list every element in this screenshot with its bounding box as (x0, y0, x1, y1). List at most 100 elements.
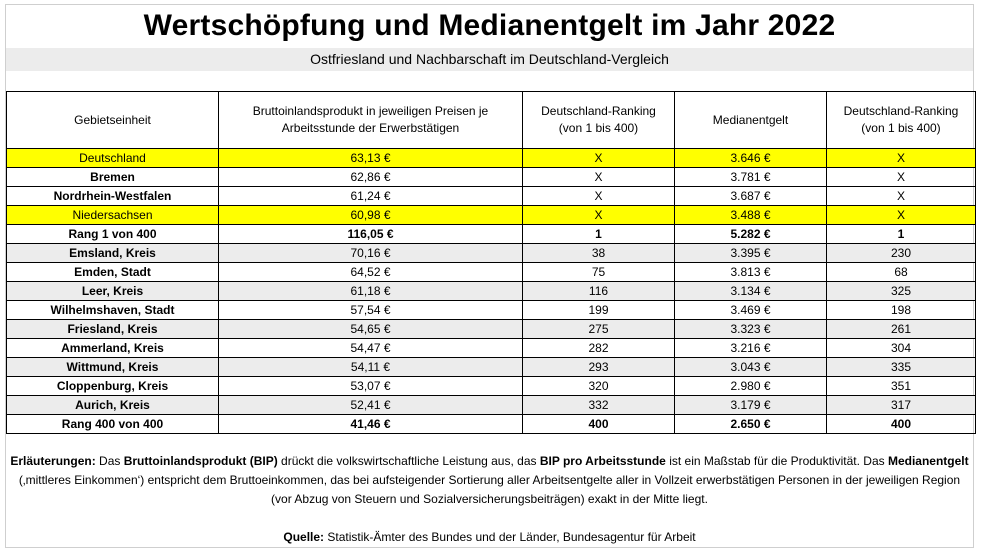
notes-term-median: Medianentgelt (887, 454, 969, 468)
data-table: Gebietseinheit Bruttoinlandsprodukt in j… (6, 91, 976, 434)
cell-gebietseinheit: Wittmund, Kreis (6, 357, 219, 377)
page-title: Wertschöpfung und Medianentgelt im Jahr … (143, 9, 836, 42)
table-row: Aurich, Kreis 52,41 €332 3.179 €317 (6, 395, 976, 415)
table-row: Emden, Stadt 64,52 €75 3.813 €68 (6, 262, 976, 282)
cell-bip: 41,46 € (218, 414, 523, 434)
cell-medianentgelt: 3.179 € (674, 395, 827, 415)
table-row: Rang 400 von 400 41,46 €400 2.650 €400 (6, 414, 976, 434)
table-body: Deutschland 63,13 € X 3.646 € X Bremen 62,86 €… (6, 148, 976, 434)
notes-label: Erläuterungen: (10, 454, 96, 468)
notes-text-1: Das (95, 454, 124, 468)
cell-medianentgelt: 3.813 € (674, 262, 827, 282)
cell-bip: 62,86 € (218, 167, 523, 187)
cell-bip: 54,47 € (218, 338, 523, 358)
table-row: Niedersachsen 60,98 € X 3.488 € X (6, 205, 976, 225)
cell-gebietseinheit: Cloppenburg, Kreis (6, 376, 219, 396)
cell-gebietseinheit: Emden, Stadt (6, 262, 219, 282)
cell-ranking-bip: 275 (522, 319, 675, 339)
source-text: Statistik-Ämter des Bundes und der Lände… (324, 530, 696, 544)
header-bip: Bruttoinlandsprodukt in jeweiligen Preis… (218, 91, 523, 149)
cell-bip: 64,52 € (218, 262, 523, 282)
source-line: Quelle: Statistik-Ämter des Bundes und d… (8, 529, 971, 546)
cell-bip: 52,41 € (218, 395, 523, 415)
cell-gebietseinheit: Bremen (6, 167, 219, 187)
cell-gebietseinheit: Leer, Kreis (6, 281, 219, 301)
table-row: Ammerland, Kreis 54,47 €282 3.216 €304 (6, 338, 976, 358)
cell-gebietseinheit: Aurich, Kreis (6, 395, 219, 415)
cell-ranking-median: X (826, 205, 976, 225)
cell-ranking-median: 317 (826, 395, 976, 415)
cell-ranking-median: 68 (826, 262, 976, 282)
cell-ranking-bip: X (522, 186, 675, 206)
cell-gebietseinheit: Deutschland (6, 148, 219, 168)
cell-ranking-bip: 75 (522, 262, 675, 282)
cell-ranking-median: 325 (826, 281, 976, 301)
cell-ranking-median: 261 (826, 319, 976, 339)
cell-medianentgelt: 3.488 € (674, 205, 827, 225)
page-subtitle: Ostfriesland und Nachbarschaft im Deutsc… (6, 48, 973, 71)
cell-bip: 70,16 € (218, 243, 523, 263)
cell-ranking-median: X (826, 148, 976, 168)
cell-bip: 53,07 € (218, 376, 523, 396)
cell-medianentgelt: 2.980 € (674, 376, 827, 396)
table-row: Wittmund, Kreis 54,11 €293 3.043 €335 (6, 357, 976, 377)
cell-ranking-bip: X (522, 167, 675, 187)
notes-text-2: drückt die volkswirtschaftliche Leistung… (277, 454, 540, 468)
cell-ranking-median: X (826, 186, 976, 206)
table-header-row: Gebietseinheit Bruttoinlandsprodukt in j… (6, 91, 976, 149)
cell-gebietseinheit: Friesland, Kreis (6, 319, 219, 339)
cell-medianentgelt: 3.323 € (674, 319, 827, 339)
cell-bip: 61,24 € (218, 186, 523, 206)
header-ranking-bip: Deutschland-Ranking (von 1 bis 400) (522, 91, 675, 149)
cell-medianentgelt: 3.395 € (674, 243, 827, 263)
table-row: Friesland, Kreis 54,65 €275 3.323 €261 (6, 319, 976, 339)
cell-ranking-median: 335 (826, 357, 976, 377)
cell-ranking-bip: 116 (522, 281, 675, 301)
cell-ranking-bip: X (522, 148, 675, 168)
header-medianentgelt: Medianentgelt (674, 91, 827, 149)
cell-bip: 54,65 € (218, 319, 523, 339)
table-row: Bremen 62,86 € X 3.781 € X (6, 167, 976, 187)
cell-gebietseinheit: Nordrhein-Westfalen (6, 186, 219, 206)
cell-medianentgelt: 3.687 € (674, 186, 827, 206)
cell-medianentgelt: 3.781 € (674, 167, 827, 187)
cell-gebietseinheit: Wilhelmshaven, Stadt (6, 300, 219, 320)
table-row: Rang 1 von 400 116,05 €1 5.282 €1 (6, 224, 976, 244)
cell-ranking-bip: 320 (522, 376, 675, 396)
cell-ranking-bip: X (522, 205, 675, 225)
cell-ranking-median: 1 (826, 224, 976, 244)
header-ranking-median: Deutschland-Ranking (von 1 bis 400) (826, 91, 976, 149)
table-row: Wilhelmshaven, Stadt 57,54 €199 3.469 €198 (6, 300, 976, 320)
cell-medianentgelt: 3.646 € (674, 148, 827, 168)
cell-ranking-bip: 199 (522, 300, 675, 320)
table-row: Nordrhein-Westfalen 61,24 € X 3.687 € X (6, 186, 976, 206)
cell-medianentgelt: 5.282 € (674, 224, 827, 244)
cell-ranking-bip: 332 (522, 395, 675, 415)
cell-gebietseinheit: Rang 1 von 400 (6, 224, 219, 244)
cell-ranking-bip: 282 (522, 338, 675, 358)
notes-term-bip-hour: BIP pro Arbeitsstunde (539, 454, 666, 468)
table-row: Leer, Kreis 61,18 €116 3.134 €325 (6, 281, 976, 301)
cell-medianentgelt: 3.469 € (674, 300, 827, 320)
cell-bip: 57,54 € (218, 300, 523, 320)
cell-ranking-median: X (826, 167, 976, 187)
header-gebietseinheit: Gebietseinheit (6, 91, 219, 149)
cell-medianentgelt: 3.216 € (674, 338, 827, 358)
cell-bip: 61,18 € (218, 281, 523, 301)
cell-ranking-bip: 293 (522, 357, 675, 377)
notes-text-4: (‚mittleres Einkommen‘) entspricht dem B… (18, 473, 961, 506)
cell-ranking-median: 304 (826, 338, 976, 358)
cell-bip: 60,98 € (218, 205, 523, 225)
cell-medianentgelt: 3.134 € (674, 281, 827, 301)
cell-medianentgelt: 3.043 € (674, 357, 827, 377)
cell-bip: 54,11 € (218, 357, 523, 377)
cell-gebietseinheit: Rang 400 von 400 (6, 414, 219, 434)
explanation-notes: Erläuterungen: Das Bruttoinlandsprodukt … (8, 452, 971, 509)
cell-ranking-bip: 1 (522, 224, 675, 244)
cell-ranking-median: 198 (826, 300, 976, 320)
cell-gebietseinheit: Niedersachsen (6, 205, 219, 225)
table-row: Cloppenburg, Kreis 53,07 €320 2.980 €351 (6, 376, 976, 396)
notes-term-bip: Bruttoinlandsprodukt (BIP) (123, 454, 278, 468)
cell-ranking-median: 400 (826, 414, 976, 434)
notes-text-3: ist ein Maßstab für die Produktivität. D… (665, 454, 888, 468)
